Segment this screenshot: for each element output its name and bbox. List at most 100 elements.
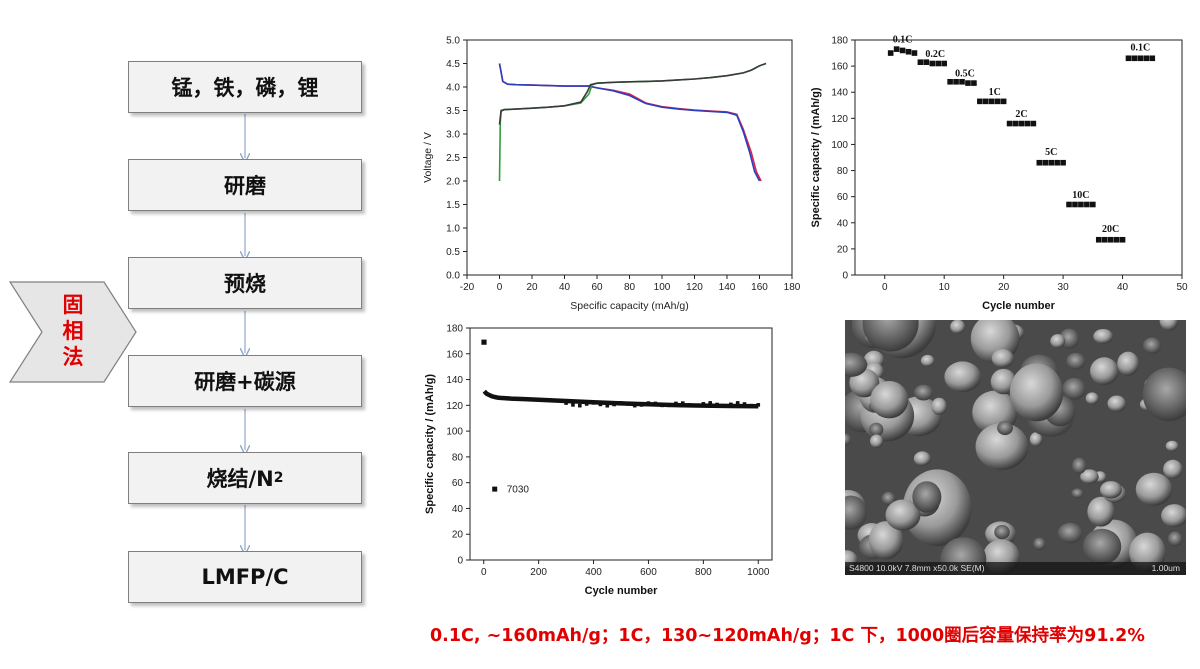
cycle-data-point [632,403,637,408]
sem-particle [881,491,896,506]
rate-data-point [965,80,971,86]
flow-step-sintering: 烧结/N 2 [128,452,362,504]
rate-data-point [1143,55,1150,62]
sem-particle [1107,395,1127,412]
flow-step-label: 研磨 [224,174,266,198]
sem-particle [950,320,966,334]
y-tick-label: 0.0 [446,271,460,282]
sem-particle [1090,357,1119,386]
cycle-data-point [571,403,575,407]
sem-particle [1050,334,1066,349]
y-tick-label: 1.5 [446,200,460,211]
rate-data-point [1060,159,1066,166]
rate-data-point [887,50,894,56]
rate-data-point [905,48,912,55]
flow-step-pre-sintering: 预烧 [128,257,362,309]
flow-step-label: LMFP/C [201,565,289,589]
y-tick-label: 180 [446,324,463,335]
rate-data-point [1042,159,1049,166]
rate-data-point [911,50,918,56]
rate-data-point [1006,120,1013,127]
cycle-data-point [708,401,713,405]
sem-micrograph: S4800 10.0kV 7.8mm x50.0k SE(M) 1.00um [845,320,1186,575]
rate-data-point [977,98,983,105]
x-axis-label: Specific capacity (mAh/g) [570,300,688,312]
y-axis-label: Voltage / V [422,132,434,183]
sem-particle [1029,432,1043,447]
sem-particle [1100,481,1122,499]
rate-data-point [1113,236,1120,243]
sem-particle [931,397,947,416]
cycle-data-point [578,403,582,408]
y-tick-label: 120 [446,401,463,412]
y-tick-label: 20 [452,530,464,541]
cycle-data-point [639,403,644,407]
y-tick-label: 140 [446,375,463,386]
x-tick-label: 180 [784,282,801,293]
x-tick-label: 0 [882,282,888,293]
rate-annotation: 10C [1072,190,1089,201]
sem-particle [1135,472,1173,506]
x-tick-label: 200 [530,567,547,578]
rate-data-point [1000,98,1007,105]
cycle-data-point [687,403,692,407]
cycle-data-point [646,401,651,405]
sem-particle [870,434,884,448]
rate-data-point [994,98,1001,105]
rate-annotation: 0.1C [1131,42,1151,53]
x-tick-label: 100 [654,282,671,293]
sem-info-text: S4800 10.0kV 7.8mm x50.0k SE(M) [849,563,985,573]
sem-particle [868,521,904,560]
cycle-data-point [564,401,568,405]
rate-data-point [1018,120,1025,127]
x-tick-label: 800 [695,567,712,578]
sem-particle [1165,440,1179,452]
y-tick-label: 2.0 [446,177,460,188]
rate-data-point [1012,120,1019,127]
y-tick-label: 80 [837,166,849,177]
cycle-data-point [612,402,616,407]
sem-particle [1085,392,1099,405]
sem-particles-image [845,320,1186,575]
cycle-data-point [715,402,719,407]
x-tick-label: 10 [939,282,951,293]
summary-caption: 0.1C, ~160mAh/g；1C，130~120mAh/g；1C 下，100… [430,626,1145,646]
rate-data-point [917,59,924,65]
rate-annotation: 0.2C [925,49,945,60]
flow-step-label: 研磨+碳源 [194,370,296,394]
y-tick-label: 5.0 [446,36,460,47]
x-tick-label: 40 [1117,282,1129,293]
y-tick-label: 120 [831,114,848,125]
voltage-chart-svg: -20 0 20 40 60 80 100 120 140 160 180 0.0 0.5 1.0 1.5 2… [422,36,801,313]
cycle-data-point [729,402,733,407]
sem-particle [975,423,1029,471]
plot-frame [469,327,773,561]
sem-particle [913,384,934,401]
rate-performance-chart: 0 10 20 30 40 50 0 20 40 60 80 100 120 140 160 180 Cycle… [805,30,1195,320]
rate-data-point [1072,201,1078,208]
y-tick-label: 60 [452,478,464,489]
y-tick-label: 100 [831,140,848,151]
y-tick-label: 4.5 [446,59,460,70]
method-label: 固 相 法 [58,292,88,370]
y-tick-label: 160 [831,62,848,73]
rate-data-point [1101,236,1108,243]
rate-data-point [929,60,936,67]
x-tick-label: 120 [686,282,703,293]
sem-particle [1142,367,1186,422]
voltage-series-line [498,62,767,125]
sem-info-bar: S4800 10.0kV 7.8mm x50.0k SE(M) 1.00um [845,562,1186,575]
x-tick-label: 20 [526,282,538,293]
flow-step-grinding-carbon: 研磨+碳源 [128,355,362,407]
method-char: 相 [62,319,84,343]
y-tick-label: 20 [837,244,849,255]
sem-particle [869,422,884,437]
rate-data-point [941,60,947,67]
cycle-data-point [680,401,685,405]
x-tick-label: 30 [1058,282,1070,293]
sem-particle [997,420,1013,436]
sem-particle [1057,522,1083,544]
cycle-data-point [701,402,706,406]
x-tick-label: 1000 [747,567,770,578]
y-tick-label: 40 [452,504,464,515]
